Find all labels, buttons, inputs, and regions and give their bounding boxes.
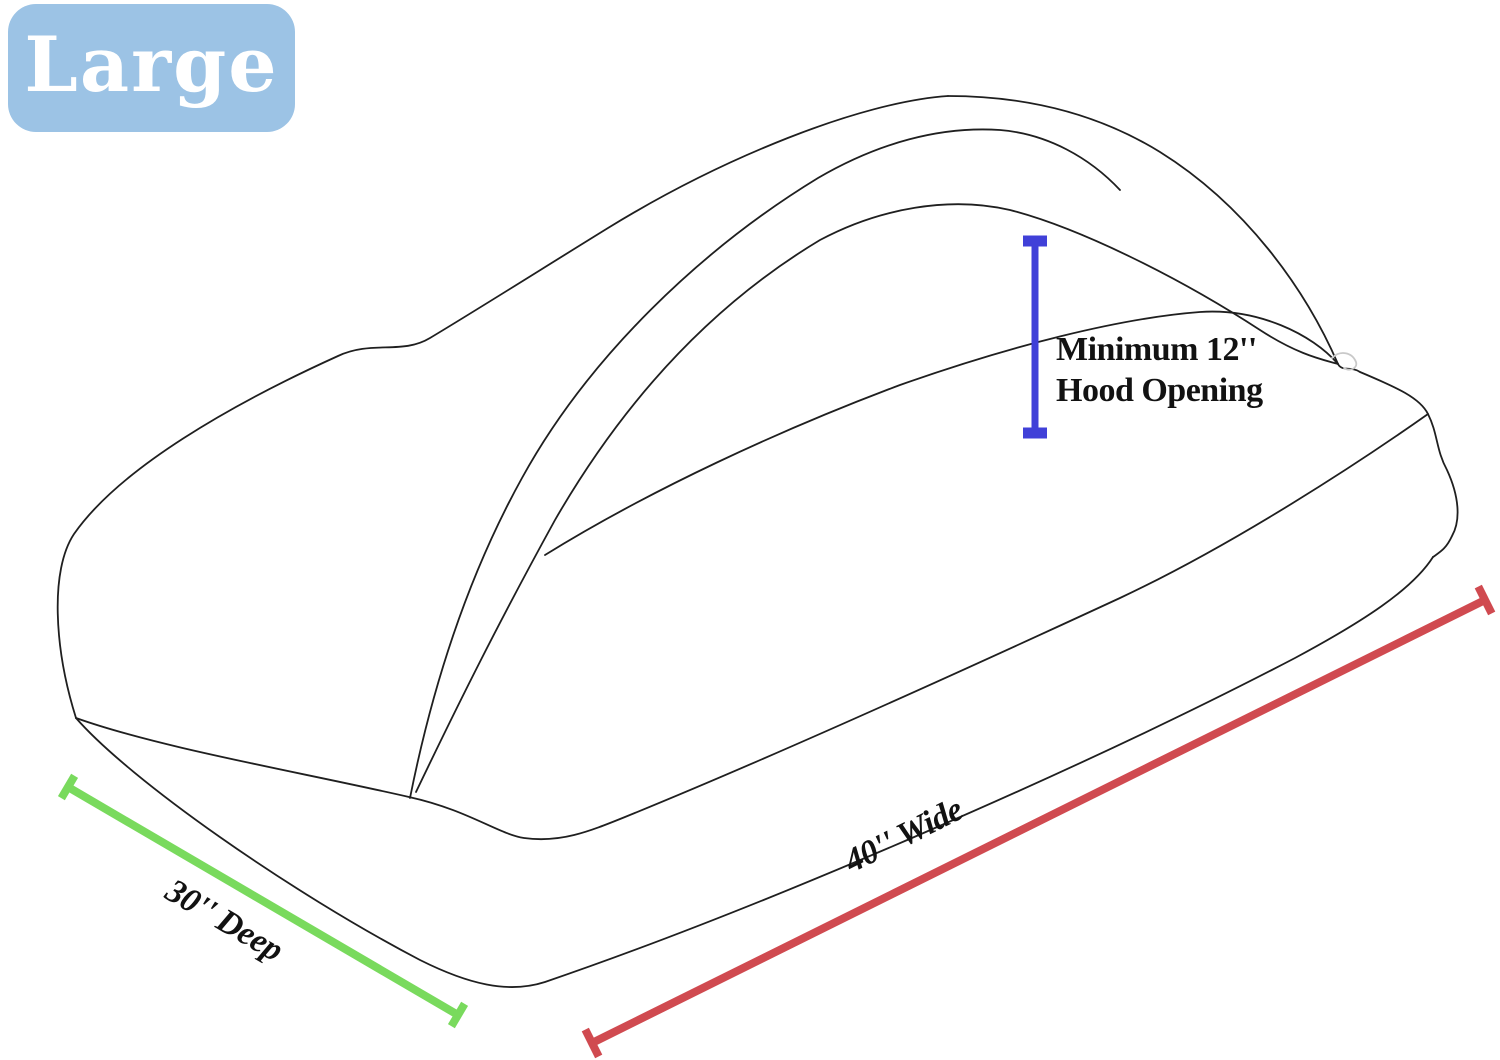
size-badge-label: Large [24,20,279,109]
bed-silhouette-right [947,95,1459,558]
mattress-front-edge [75,413,1429,841]
bed-line-art [56,95,1459,988]
hood-rim-outer-edge [409,128,1121,799]
hood-opening-label-line1: Minimum 12'' [1056,331,1257,368]
hood-rim-inner-edge [415,203,1339,793]
depth-dimension-shaft [65,783,461,1019]
bed-base-bottom-edge [75,556,1434,988]
hood-opening-dimension-line [1023,235,1047,439]
width-dimension-line [581,584,1496,1059]
width-dimension-cap-end [1474,584,1496,616]
depth-dimension-cap-end [447,1001,469,1029]
width-dimension-shaft [590,596,1487,1047]
bed-silhouette-top-left [56,95,949,719]
hood-opening-label: Minimum 12'' Hood Opening [1056,330,1263,412]
depth-dimension-line [57,773,469,1029]
size-badge: Large [8,4,295,132]
width-dimension-cap-start [581,1027,603,1059]
depth-dimension-cap-start [57,773,79,801]
bolster-top-edge [544,310,1339,556]
hood-opening-label-line2: Hood Opening [1056,371,1263,409]
fabric-fold-detail [1331,352,1358,371]
